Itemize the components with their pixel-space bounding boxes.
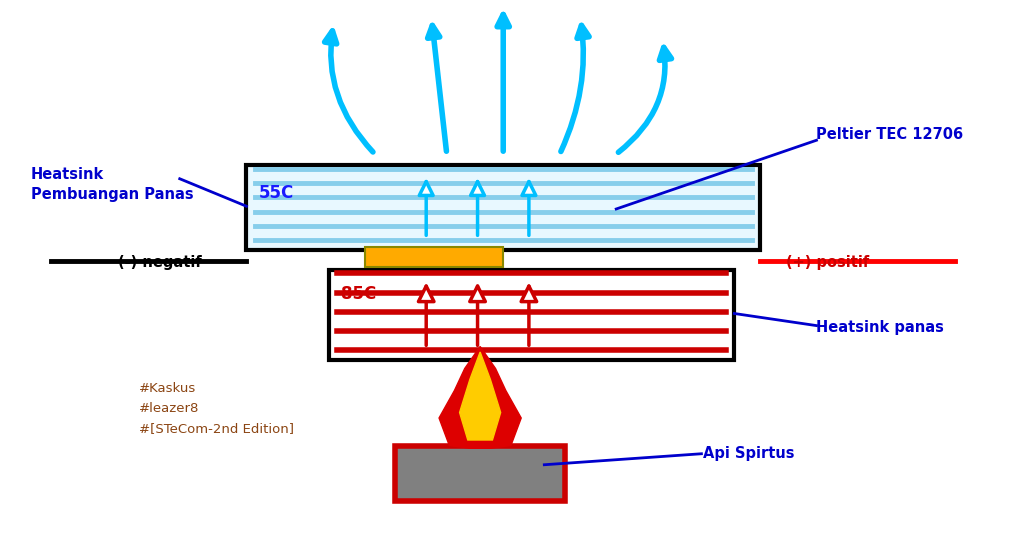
Polygon shape (440, 346, 522, 448)
Text: (-) negatif: (-) negatif (118, 255, 202, 271)
Polygon shape (460, 352, 501, 440)
Text: Peltier TEC 12706: Peltier TEC 12706 (816, 127, 963, 142)
Text: Heatsink panas: Heatsink panas (816, 320, 945, 335)
Bar (395, 446, 565, 501)
Text: Heatsink
Pembuangan Panas: Heatsink Pembuangan Panas (31, 167, 193, 202)
Bar (365, 248, 503, 267)
Text: (+) positif: (+) positif (786, 255, 869, 271)
Text: Api Spirtus: Api Spirtus (703, 446, 795, 461)
Text: #Kaskus
#leazer8
#[STeCom-2nd Edition]: #Kaskus #leazer8 #[STeCom-2nd Edition] (139, 382, 294, 435)
Text: 55C: 55C (259, 184, 294, 202)
Text: 85C: 85C (341, 285, 376, 303)
Bar (329, 270, 734, 360)
Bar (246, 165, 760, 250)
